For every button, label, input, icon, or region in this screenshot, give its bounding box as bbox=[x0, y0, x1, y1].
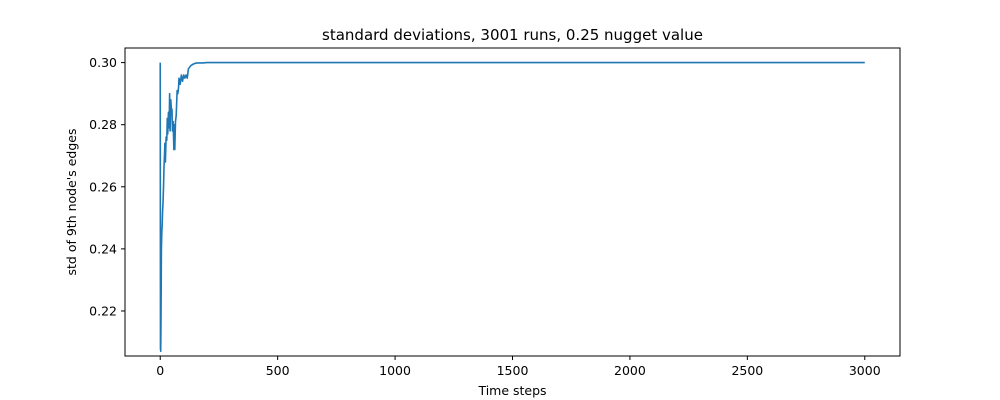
y-tick-label: 0.26 bbox=[89, 179, 117, 194]
x-tick-label: 500 bbox=[266, 363, 290, 378]
x-tick-label: 1500 bbox=[497, 363, 529, 378]
plot-area bbox=[125, 48, 900, 356]
x-tick-label: 2500 bbox=[731, 363, 763, 378]
series-layer bbox=[159, 61, 865, 353]
x-tick-label: 2000 bbox=[614, 363, 646, 378]
x-tick-label: 1000 bbox=[379, 363, 411, 378]
x-axis: 0 500 1000 1500 2000 2500 3000 bbox=[156, 356, 881, 378]
y-tick-label: 0.24 bbox=[89, 241, 117, 256]
x-axis-label: Time steps bbox=[477, 383, 546, 398]
series-line-0 bbox=[159, 61, 865, 353]
y-tick-label: 0.30 bbox=[89, 55, 117, 70]
x-tick-label: 0 bbox=[156, 363, 164, 378]
y-tick-label: 0.28 bbox=[89, 117, 117, 132]
y-axis-label: std of 9th node's edges bbox=[64, 129, 79, 276]
x-tick-label: 3000 bbox=[849, 363, 881, 378]
y-axis: 0.22 0.24 0.26 0.28 0.30 bbox=[89, 55, 125, 318]
chart-title: standard deviations, 3001 runs, 0.25 nug… bbox=[322, 26, 703, 44]
plot-frame bbox=[124, 47, 901, 357]
y-tick-label: 0.22 bbox=[89, 303, 117, 318]
